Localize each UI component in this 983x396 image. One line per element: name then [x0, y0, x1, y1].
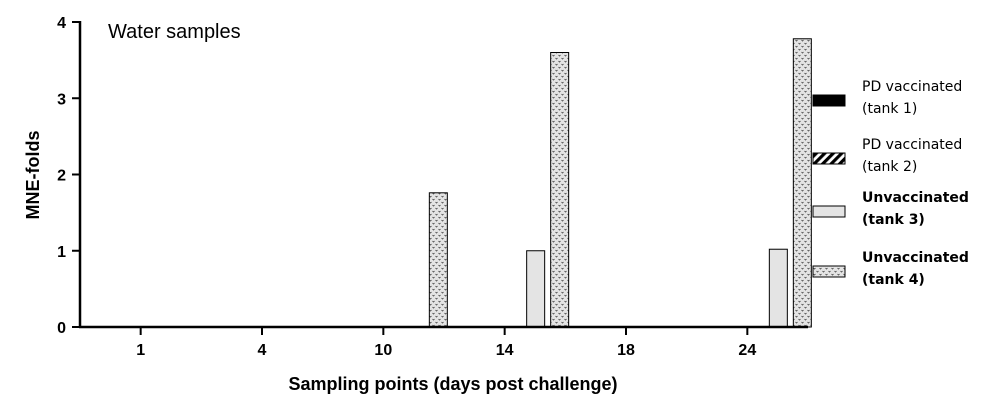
x-tick-label: 18	[617, 342, 635, 359]
legend-label: Unvaccinated	[862, 250, 969, 266]
x-tick-label: 10	[374, 342, 392, 359]
legend-swatch-4	[812, 265, 846, 278]
bars-layer	[428, 38, 812, 328]
x-tick-label: 1	[136, 342, 145, 359]
legend: PD vaccinated (tank 1) PD vaccinated (tank …	[812, 79, 969, 288]
legend-label-sub: (tank 3)	[862, 212, 925, 228]
legend-label-sub: (tank 2)	[862, 159, 917, 175]
legend-swatch-3	[812, 205, 846, 218]
bar-series-3-24	[768, 248, 788, 328]
y-tick-label: 1	[57, 244, 66, 261]
bar-series-4-10	[428, 192, 448, 328]
y-tick-label: 3	[57, 91, 66, 108]
legend-label: Unvaccinated	[862, 190, 969, 206]
bar-series-4-24	[792, 38, 812, 328]
bar-series-4-14	[550, 52, 570, 328]
y-tick-label: 4	[57, 15, 66, 32]
bar-series-3-14	[526, 250, 546, 328]
legend-label: PD vaccinated	[862, 137, 962, 153]
x-tick-label: 14	[496, 342, 514, 359]
legend-label-sub: (tank 1)	[862, 101, 917, 117]
x-tick-label: 4	[258, 342, 267, 359]
x-tick-label: 24	[738, 342, 756, 359]
legend-swatch-1	[812, 94, 846, 107]
legend-label-sub: (tank 4)	[862, 272, 925, 288]
chart-annotation: Water samples	[108, 21, 241, 43]
legend-label: PD vaccinated	[862, 79, 962, 95]
y-tick-label: 0	[57, 320, 66, 337]
legend-swatch-2	[812, 152, 846, 165]
x-axis-title: Sampling points (days post challenge)	[288, 374, 617, 394]
y-tick-label: 2	[57, 168, 66, 185]
y-axis-title: MNE-folds	[23, 131, 43, 220]
